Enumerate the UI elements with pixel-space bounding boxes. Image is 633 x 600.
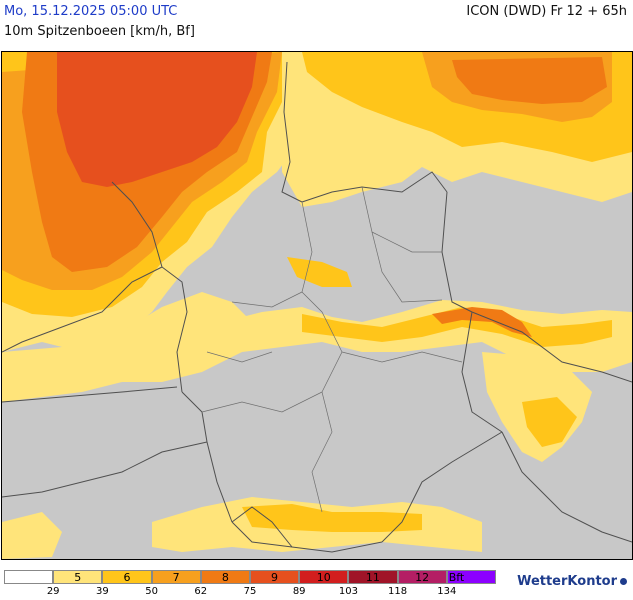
legend-cell-bf-9: 9 bbox=[249, 570, 300, 584]
legend-tick-62: 62 bbox=[194, 586, 208, 597]
legend-tick-118: 118 bbox=[388, 586, 408, 597]
parameter-label: 10m Spitzenboeen [km/h, Bf] bbox=[4, 24, 195, 39]
legend-tick-75: 75 bbox=[243, 586, 257, 597]
legend-tick-50: 50 bbox=[145, 586, 158, 597]
gust-band-alps-bf6 bbox=[242, 504, 422, 532]
legend-cell-bf-8: 8 bbox=[200, 570, 250, 584]
legend-cell-bf-10: 10 bbox=[299, 570, 349, 584]
legend-tick-39: 39 bbox=[96, 586, 109, 597]
forecast-date: Mo, 15.12.2025 05:00 UTC bbox=[4, 4, 178, 19]
legend-cell-bf-7: 7 bbox=[151, 570, 201, 584]
model-run-label: ICON (DWD) Fr 12 + 65h bbox=[466, 4, 627, 19]
logo-dot-icon bbox=[620, 578, 627, 585]
gust-area-bf8-baltic bbox=[452, 57, 607, 104]
legend-cell-bf-12: 12 bbox=[397, 570, 447, 584]
gust-area-east-bf6 bbox=[522, 397, 577, 447]
legend-color-scale: 5 6 7 8 9 10 11 12 Bft bbox=[4, 570, 496, 585]
legend-tick-labels: 29 39 50 62 75 89 103 118 134 bbox=[4, 586, 504, 598]
gust-area-bf5-west bbox=[2, 292, 252, 402]
legend-tick-29: 29 bbox=[46, 586, 60, 597]
legend-cell-bf-Bft: Bft bbox=[446, 570, 496, 584]
legend-cell-bf-6: 6 bbox=[102, 570, 152, 584]
weather-map[interactable] bbox=[1, 51, 633, 560]
wetterkontor-logo[interactable]: WetterKontor bbox=[517, 574, 627, 589]
legend-tick-103: 103 bbox=[338, 586, 358, 597]
legend-cell-bf-5: 5 bbox=[53, 570, 103, 584]
legend-tick-134: 134 bbox=[437, 586, 457, 597]
country-borders bbox=[2, 61, 632, 553]
logo-text: WetterKontor bbox=[517, 574, 617, 589]
gust-band-central-bf6 bbox=[302, 307, 612, 347]
gust-area-sw bbox=[2, 512, 62, 559]
gust-area-bf9-north-sea bbox=[57, 52, 257, 187]
legend-cell-bf-none bbox=[4, 570, 54, 584]
legend-cell-bf-11: 11 bbox=[348, 570, 398, 584]
gust-band-harz bbox=[287, 257, 352, 287]
map-canvas bbox=[2, 52, 632, 559]
gust-band-central-bf7 bbox=[432, 307, 532, 337]
legend-tick-89: 89 bbox=[292, 586, 306, 597]
state-borders bbox=[201, 186, 463, 513]
